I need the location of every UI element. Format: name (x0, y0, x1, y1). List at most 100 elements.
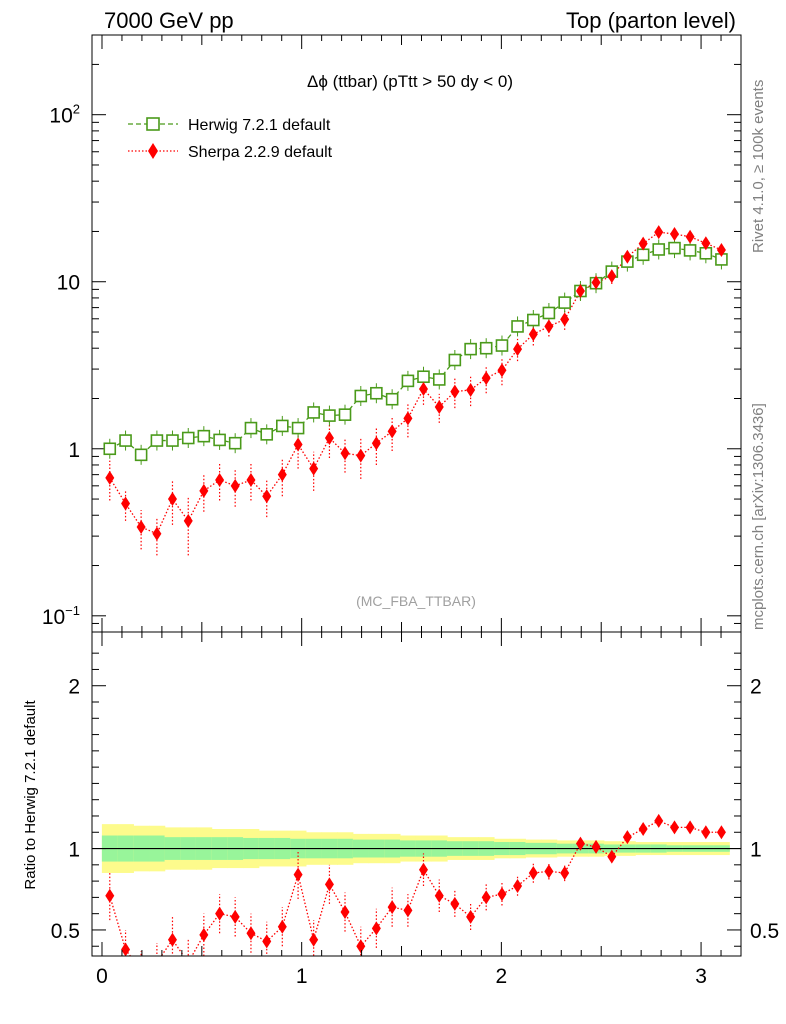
ratio-point (701, 825, 711, 840)
herwig-point (291, 421, 305, 435)
herwig-point (228, 436, 242, 450)
ratio-point (450, 896, 460, 911)
y-tick-base: 10 (49, 105, 72, 128)
ratio-point (215, 906, 225, 921)
herwig-point (495, 339, 509, 352)
sherpa-point (324, 431, 334, 446)
collision-label: 7000 GeV pp (104, 8, 234, 33)
sherpa-point (183, 513, 193, 528)
herwig-point (323, 409, 336, 422)
x-tick-labels: 0 1 2 3 (96, 965, 707, 988)
sherpa-point (199, 483, 209, 498)
sherpa-point (701, 236, 711, 251)
x-tick-label: 1 (296, 965, 308, 988)
sherpa-point (528, 327, 538, 342)
herwig-point (213, 433, 226, 447)
ratio-point (638, 822, 648, 837)
herwig-point (542, 306, 556, 320)
sherpa-point (575, 284, 585, 299)
herwig-point (652, 243, 666, 256)
ratio-point (246, 926, 256, 941)
ratio-y-tick-label-left: 0.5 (51, 920, 80, 943)
sherpa-point (607, 269, 617, 284)
sherpa-point (167, 492, 177, 507)
herwig-point (636, 248, 650, 262)
ratio-point (387, 900, 397, 915)
ratio-point (371, 921, 381, 936)
y-tick-base: 10 (57, 272, 80, 295)
ratio-point (230, 909, 240, 924)
process-label: Top (parton level) (566, 8, 736, 33)
sherpa-point (387, 424, 397, 439)
sherpa-point (560, 312, 570, 327)
herwig-point (260, 428, 274, 441)
ratio-y-axis-label: Ratio to Herwig 7.2.1 default (22, 700, 39, 890)
herwig-point (307, 406, 320, 419)
ratio-y-tick-label-left: 2 (68, 676, 80, 699)
sherpa-point (685, 229, 695, 244)
ratio-point (716, 825, 726, 840)
ratio-point (137, 964, 146, 978)
sherpa-point (544, 319, 554, 334)
sherpa-point (497, 363, 507, 378)
ratio-point (560, 865, 570, 880)
sherpa-point (481, 371, 491, 386)
ratio-y-tick-label-right: 1 (750, 839, 762, 862)
ratio-point (156, 955, 158, 956)
ratio-point (309, 932, 319, 947)
herwig-point (448, 353, 462, 367)
sherpa-point (371, 436, 381, 451)
y-tick-exponent: −1 (65, 603, 80, 618)
legend-herwig-label: Herwig 7.2.1 default (188, 117, 331, 134)
x-tick-label: 2 (496, 965, 508, 988)
x-tick-label: 0 (96, 965, 108, 988)
rivet-version-label: Rivet 4.1.0, ≥ 100k events (750, 80, 767, 253)
ratio-y-tick-labels: 0.5 0.5 1 1 2 2 (51, 676, 779, 943)
ratio-y-tick-label-right: 2 (750, 676, 762, 699)
ratio-point (105, 888, 115, 903)
plot-title: Δϕ (ttbar) (pTtt > 50 dy < 0) (307, 72, 513, 91)
ratio-point (187, 955, 189, 956)
herwig-point (668, 241, 681, 255)
herwig-point (370, 386, 383, 400)
herwig-point (385, 392, 399, 406)
sherpa-point (418, 381, 428, 396)
herwig-point (527, 313, 540, 327)
sherpa-line (109, 231, 722, 535)
sherpa-point (654, 225, 664, 240)
legend-entry-herwig: Herwig 7.2.1 default (128, 117, 331, 134)
ratio-point (293, 867, 303, 882)
sherpa-point (293, 437, 303, 452)
herwig-point (119, 434, 132, 447)
ratio-plot-frame (91, 631, 742, 957)
herwig-point (197, 429, 211, 443)
sherpa-point (434, 399, 444, 414)
ratio-point (403, 903, 413, 918)
herwig-point (479, 341, 493, 355)
mcplots-label: mcplots.cern.ch [arXiv:1306.3436] (750, 403, 767, 630)
ratio-point (607, 849, 617, 864)
sherpa-point (638, 236, 648, 251)
main-y-tick-label: 10−1 (42, 603, 80, 629)
ratio-line (109, 820, 722, 956)
ratio-point (481, 890, 491, 905)
sherpa-point (246, 473, 256, 488)
ratio-point (466, 909, 476, 924)
sherpa-point (356, 448, 366, 463)
herwig-point (166, 434, 179, 447)
ratio-point (277, 919, 287, 934)
sherpa-point (622, 249, 632, 264)
sherpa-point (450, 384, 460, 399)
ratio-point (575, 836, 585, 851)
ratio-data-series (105, 813, 726, 978)
herwig-point (417, 370, 430, 384)
ratio-point (199, 927, 209, 942)
sherpa-point (277, 467, 287, 482)
ratio-y-tick-label-left: 1 (68, 839, 80, 862)
legend: Herwig 7.2.1 default Sherpa 2.2.9 defaul… (128, 117, 333, 161)
sherpa-point (670, 227, 680, 242)
sherpa-point (340, 446, 350, 461)
ratio-point (434, 888, 444, 903)
